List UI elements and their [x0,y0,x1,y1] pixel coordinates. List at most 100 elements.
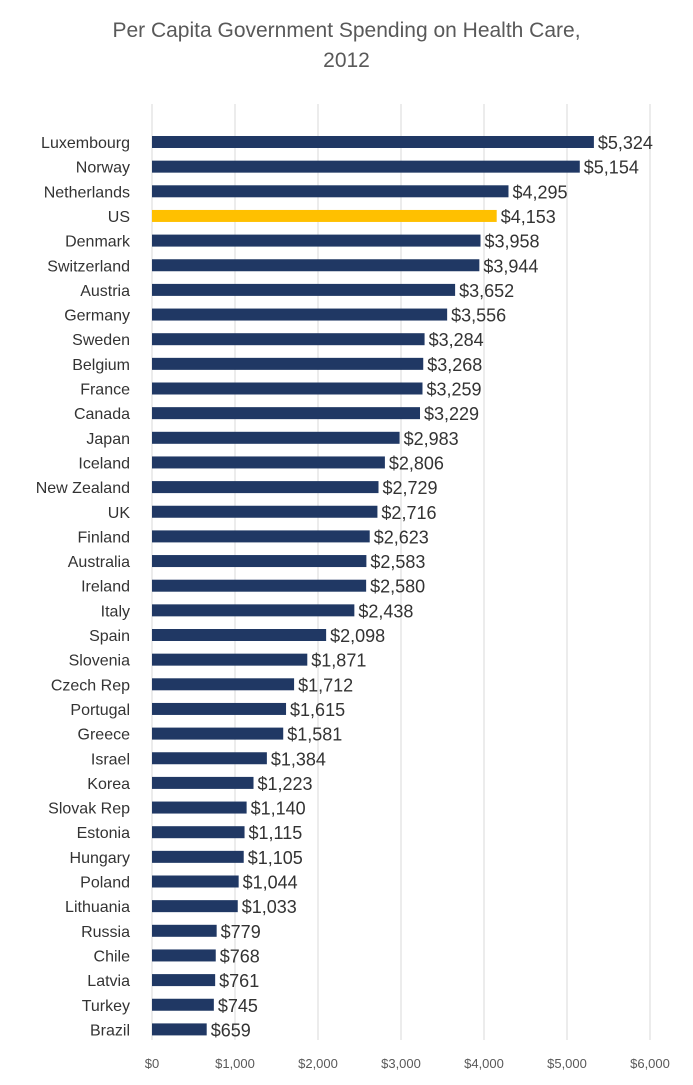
chart-title: Per Capita Government Spending on Health… [0,16,693,76]
category-label: Greece [78,727,131,744]
bar [152,136,594,148]
category-label: Japan [86,431,130,448]
data-label: $1,033 [242,897,297,917]
category-label: New Zealand [36,480,130,497]
category-label: US [108,209,130,226]
axis-tick-labels: $0 $1,000 $2,000 $3,000 $4,000 $5,000 $6,000 [145,1056,670,1071]
bar [152,752,267,765]
category-label: Poland [80,875,130,892]
bar [152,333,425,346]
bar [152,776,254,789]
bar [152,530,370,543]
category-label: Germany [64,308,130,325]
category-label: Sweden [72,332,130,349]
data-label: $5,324 [598,133,653,153]
bar [152,357,424,370]
category-label: Canada [74,406,130,423]
data-label: $2,438 [358,601,413,621]
data-label: $1,140 [251,799,306,819]
bar [152,456,385,469]
category-label: Korea [87,776,130,793]
data-label: $4,295 [512,182,567,202]
category-label: Israel [91,751,130,768]
category-label: Chile [94,948,131,965]
data-label: $745 [218,996,258,1016]
data-label: $3,268 [427,355,482,375]
data-label: $2,580 [370,577,425,597]
bar [152,900,238,913]
data-label: $3,944 [483,256,538,276]
data-label: $1,384 [271,749,326,769]
bar [152,209,497,222]
chart-title-line-1: Per Capita Government Spending on Health… [112,19,581,42]
data-label: $2,806 [389,453,444,473]
data-label: $3,556 [451,306,506,326]
bar [152,259,480,272]
category-label: Slovenia [69,653,130,670]
data-label: $1,044 [243,873,298,893]
category-label: Iceland [78,455,130,472]
data-label: $1,105 [248,848,303,868]
data-label: $2,983 [404,429,459,449]
bar [152,308,448,321]
bar [152,678,295,691]
bar [152,555,367,568]
bar [152,382,423,395]
bar [152,875,239,888]
data-label: $768 [220,946,260,966]
bar [152,234,481,247]
data-label: $659 [211,1020,251,1040]
bar [152,653,308,666]
x-tick-label: $1,000 [215,1056,255,1071]
x-tick-label: $2,000 [298,1056,338,1071]
x-tick-label: $4,000 [464,1056,504,1071]
bar [152,702,287,715]
bar [152,924,217,937]
category-label: Estonia [77,825,130,842]
x-tick-label: $5,000 [547,1056,587,1071]
category-label: Russia [81,924,130,941]
bar [152,974,216,987]
category-label: Brazil [90,1022,130,1039]
data-label: $1,871 [311,651,366,671]
data-label: $4,153 [501,207,556,227]
bar [152,160,580,173]
category-label: Belgium [72,357,130,374]
category-label: Austria [80,283,130,300]
bar [152,949,216,962]
bar [152,801,247,814]
category-labels: Luxembourg Norway Netherlands US Denmark Swit… [36,135,131,1039]
category-label: Finland [78,529,130,546]
category-label: Czech Rep [51,677,130,694]
chart-title-line-2: 2012 [323,49,370,72]
bar [152,826,245,839]
bar [152,579,367,592]
bar [152,481,379,494]
bar [152,604,355,617]
category-label: France [80,382,130,399]
category-label: Australia [68,554,130,571]
category-label: Portugal [70,702,130,719]
data-label: $3,652 [459,281,514,301]
bar [152,505,378,518]
bar [152,283,456,296]
data-label: $2,716 [381,503,436,523]
category-label: Slovak Rep [48,801,130,818]
bar [152,407,421,420]
bar [152,850,244,863]
data-label: $2,623 [374,527,429,547]
bar [152,431,400,444]
data-label: $3,958 [485,232,540,252]
data-label: $3,284 [429,330,484,350]
data-label: $3,229 [424,404,479,424]
category-label: Lithuania [65,899,130,916]
bar [152,998,214,1011]
category-label: Hungary [70,850,130,867]
data-label: $1,712 [298,675,353,695]
category-label: Italy [101,603,130,620]
category-label: Spain [89,628,130,645]
data-label: $5,154 [584,158,639,178]
data-label: $1,223 [258,774,313,794]
